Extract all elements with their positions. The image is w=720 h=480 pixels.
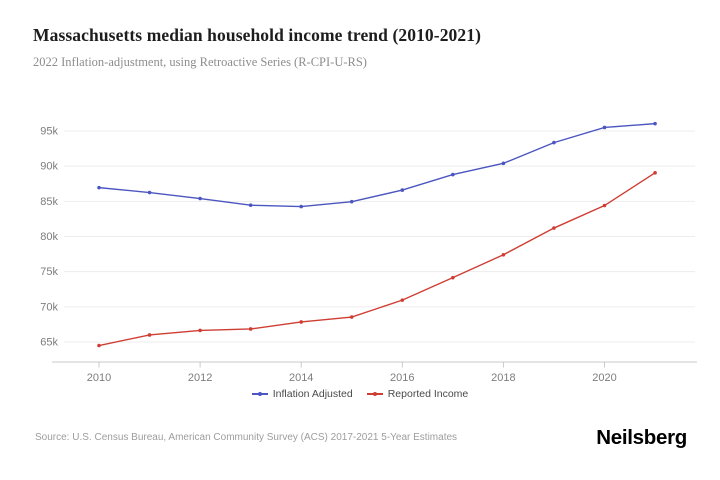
- legend-item-reported-income[interactable]: Reported Income: [366, 388, 469, 400]
- chart-title: Massachusetts median household income tr…: [33, 25, 482, 45]
- svg-text:90k: 90k: [40, 161, 58, 173]
- line-marker-icon: [251, 391, 268, 398]
- line-marker-icon: [366, 391, 383, 398]
- svg-text:2010: 2010: [87, 372, 111, 384]
- svg-text:2016: 2016: [390, 372, 414, 384]
- svg-text:2020: 2020: [592, 372, 616, 384]
- line-chart: 65k 70k 75k 80k 85k 90k 95k 2010 2012 2014 2016 201…: [40, 121, 697, 384]
- legend: Inflation Adjusted Reported Income: [0, 388, 720, 400]
- source-note: Source: U.S. Census Bureau, American Com…: [35, 432, 458, 443]
- svg-text:2012: 2012: [188, 372, 212, 384]
- legend-label-inflation-adjusted: Inflation Adjusted: [272, 388, 353, 400]
- legend-item-inflation-adjusted[interactable]: Inflation Adjusted: [251, 388, 353, 400]
- svg-text:70k: 70k: [40, 301, 58, 313]
- svg-text:95k: 95k: [40, 126, 58, 138]
- brand-logo: Neilsberg: [596, 426, 687, 449]
- chart-subtitle: 2022 Inflation-adjustment, using Retroac…: [33, 55, 367, 69]
- svg-text:2018: 2018: [491, 372, 515, 384]
- svg-text:80k: 80k: [40, 231, 58, 243]
- legend-label-reported-income: Reported Income: [387, 388, 469, 400]
- svg-text:75k: 75k: [40, 266, 58, 278]
- svg-text:2014: 2014: [289, 372, 313, 384]
- svg-text:85k: 85k: [40, 196, 58, 208]
- svg-text:65k: 65k: [40, 336, 58, 348]
